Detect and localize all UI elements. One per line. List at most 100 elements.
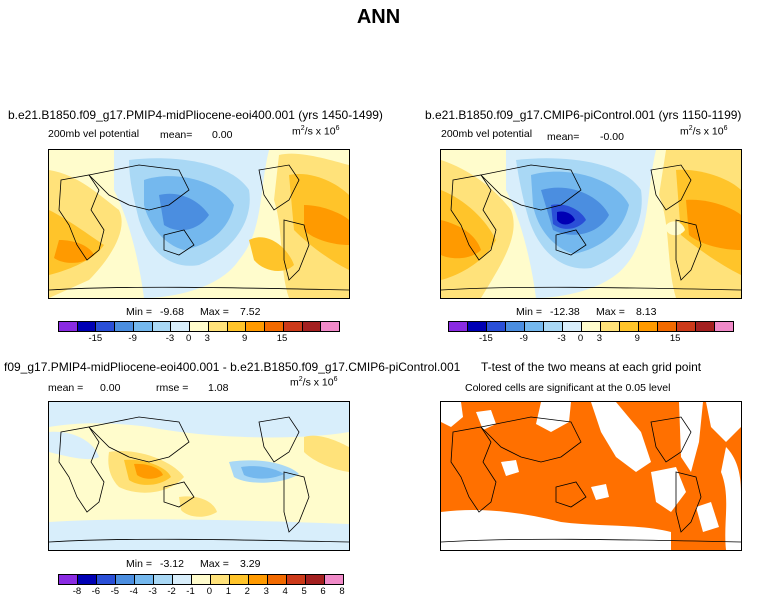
colorbar-cell (265, 322, 284, 331)
variable-label: 200mb vel potential (441, 128, 533, 140)
colorbar-tick-label: -5 (110, 586, 120, 597)
colorbar (448, 321, 734, 332)
colorbar-cell (135, 575, 154, 584)
colorbar-cell (601, 322, 620, 331)
colorbar-cell (302, 322, 322, 331)
colorbar-cell (208, 322, 228, 331)
colorbar-cell (246, 322, 266, 331)
colorbar-cell (696, 322, 715, 331)
mean-value: 0.00 (100, 382, 121, 394)
colorbar-tick-label: 3 (263, 586, 269, 597)
variable-label: 200mb vel potential (48, 128, 140, 140)
colorbar-cell (715, 322, 733, 331)
min-label: Min = (126, 306, 152, 318)
colorbar-tick-label: 4 (282, 586, 288, 597)
colorbar-cell (96, 322, 116, 331)
mean-value: -0.00 (600, 131, 624, 143)
colorbar-tick-label: 0 (206, 586, 213, 597)
rmse-label: rmse = (156, 382, 189, 394)
max-value: 3.29 (240, 558, 261, 570)
colorbar-tick-label: -9 (128, 333, 137, 344)
colorbar-cell (544, 322, 563, 331)
colorbar-cell (59, 322, 78, 331)
colorbar-cell (321, 322, 340, 331)
colorbar-cell (192, 575, 211, 584)
colorbar-tick-label: 9 (634, 333, 640, 344)
colorbar-cell (287, 575, 306, 584)
panel-title: T-test of the two means at each grid poi… (481, 360, 702, 374)
colorbar-tick-label: 15 (276, 333, 288, 344)
map-ttest (440, 401, 742, 551)
colorbar-cell (230, 575, 249, 584)
mean-label: mean= (160, 129, 193, 141)
colorbar-tick-label: 2 (244, 586, 250, 597)
colorbar-cell (190, 322, 209, 331)
colorbar-tick-label: -15 (478, 333, 493, 344)
colorbar-cell (325, 575, 343, 584)
colorbar-tick-label: -3 (165, 333, 175, 344)
units-label: m2/s x 106 (680, 125, 728, 138)
colorbar-tick-label: -9 (519, 333, 528, 344)
colorbar-cell (620, 322, 639, 331)
colorbar-tick-label: -6 (91, 586, 101, 597)
colorbar-tick-label: -2 (167, 586, 176, 597)
figure-title: ANN (356, 6, 401, 28)
max-label: Max = (200, 306, 229, 318)
colorbar-tick-label: 0 (577, 333, 584, 344)
colorbar-cell (677, 322, 696, 331)
mean-value: 0.00 (212, 129, 233, 141)
colorbar-tick-label: 8 (339, 586, 345, 597)
colorbar-cell (77, 322, 97, 331)
colorbar-tick-label: -3 (148, 586, 157, 597)
colorbar (58, 321, 340, 332)
colorbar-cell (582, 322, 601, 331)
mean-label: mean= (547, 131, 580, 143)
panel-title: b.e21.B1850.f09_g17.PMIP4-midPliocene-eo… (8, 108, 383, 122)
min-label: Min = (126, 558, 152, 570)
min-label: Min = (516, 306, 542, 318)
map-picontrol (440, 149, 742, 299)
max-label: Max = (200, 558, 229, 570)
colorbar (58, 574, 344, 585)
colorbar-tick-label: -1 (186, 586, 195, 597)
colorbar-tick-label: 5 (301, 586, 307, 597)
colorbar-cell (449, 322, 468, 331)
max-value: 8.13 (636, 306, 657, 318)
colorbar-cell (115, 322, 134, 331)
colorbar-tick-label: 3 (596, 333, 603, 344)
colorbar-tick-label: 0 (186, 333, 192, 344)
min-value: -12.38 (550, 306, 580, 318)
min-value: -3.12 (160, 558, 184, 570)
colorbar-cell (173, 575, 192, 584)
colorbar-cell (97, 575, 116, 584)
map-difference (48, 401, 350, 551)
colorbar-tick-label: -15 (88, 333, 103, 344)
colorbar-cell (268, 575, 287, 584)
colorbar-cell (639, 322, 658, 331)
panel-title: b.e21.B1850.f09_g17.CMIP6-piControl.001 … (425, 108, 742, 122)
colorbar-cell (487, 322, 506, 331)
colorbar-tick-label: -4 (129, 586, 138, 597)
min-value: -9.68 (160, 306, 184, 318)
colorbar-tick-label: 6 (320, 586, 326, 597)
colorbar-cell (59, 575, 78, 584)
colorbar-cell (249, 575, 268, 584)
colorbar-cell (306, 575, 325, 584)
colorbar-cell (78, 575, 97, 584)
units-label: m2/s x 106 (290, 376, 338, 389)
mean-label: mean = (48, 382, 84, 394)
rmse-value: 1.08 (208, 382, 229, 394)
units-label: m2/s x 106 (292, 125, 340, 138)
colorbar-cell (283, 322, 303, 331)
colorbar-tick-label: -3 (557, 333, 566, 344)
colorbar-cell (525, 322, 544, 331)
colorbar-cell (171, 322, 191, 331)
colorbar-cell (133, 322, 153, 331)
panel-title: f09_g17.PMIP4-midPliocene-eoi400.001 - b… (4, 360, 461, 374)
colorbar-cell (563, 322, 582, 331)
panel-subtitle: Colored cells are significant at the 0.0… (465, 382, 671, 394)
colorbar-cell (468, 322, 487, 331)
colorbar-cell (227, 322, 247, 331)
max-label: Max = (596, 306, 625, 318)
colorbar-tick-label: 15 (669, 333, 681, 344)
